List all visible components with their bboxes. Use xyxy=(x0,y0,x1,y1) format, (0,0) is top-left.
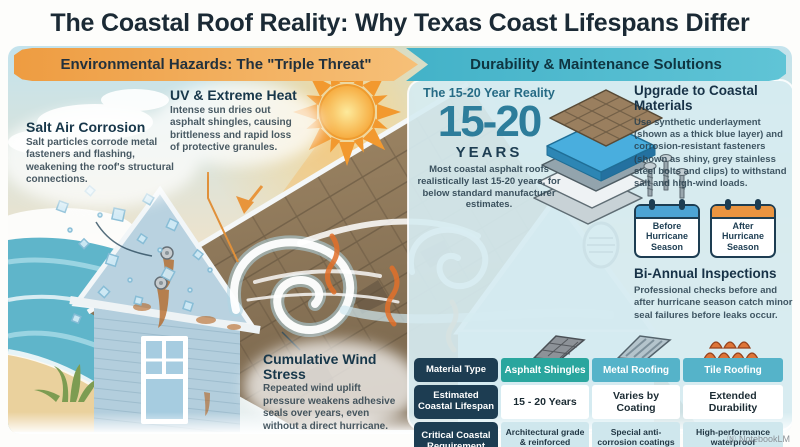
bi-annual-inspections-block: Bi-Annual Inspections Professional check… xyxy=(634,266,794,322)
table-header-metal: Metal Roofing xyxy=(592,358,680,382)
calendar-label: Before Hurricane Season xyxy=(645,221,689,252)
table-row-label: Critical Coastal Requirement xyxy=(414,422,498,447)
reality-body: Most coastal asphalt roofs realistically… xyxy=(417,163,561,211)
fastener-bolt-icon xyxy=(643,154,689,199)
watermark-label: NotebookLM xyxy=(738,433,790,444)
callout-heading: UV & Extreme Heat xyxy=(170,87,297,103)
calendar-header-strip xyxy=(712,206,774,219)
calendar-header-strip xyxy=(636,206,698,219)
table-header-asphalt: Asphalt Shingles xyxy=(501,358,589,382)
callout-body: Repeated wind uplift pressure weakens ad… xyxy=(263,383,396,432)
upgrade-heading: Upgrade to Coastal Materials xyxy=(634,83,758,113)
notebooklm-logo-icon: Ⓝ xyxy=(726,434,736,444)
inspections-heading: Bi-Annual Inspections xyxy=(634,266,777,281)
table-header-tile: Tile Roofing xyxy=(683,358,783,382)
rust-corrosion xyxy=(133,246,241,416)
upgrade-materials-block: Upgrade to Coastal Materials Use synthet… xyxy=(634,83,791,191)
materials-comparison-table: Material Type Asphalt Shingles Metal Roo… xyxy=(414,358,783,447)
calendar-ring-icon xyxy=(725,199,731,210)
callout-salt-air-corrosion: Salt Air Corrosion Salt particles corrod… xyxy=(26,120,178,187)
calendar-after-hurricane: After Hurricane Season xyxy=(710,199,776,258)
solutions-banner: Durability & Maintenance Solutions xyxy=(406,48,786,81)
table-cell: 15 - 20 Years xyxy=(501,385,589,419)
callout-heading: Salt Air Corrosion xyxy=(26,119,146,135)
reality-years-label: YEARS xyxy=(455,143,523,161)
calendar-ring-icon xyxy=(755,199,761,210)
page-title: The Coastal Roof Reality: Why Texas Coas… xyxy=(50,9,750,37)
calendar-ring-icon xyxy=(679,199,685,210)
window xyxy=(141,336,188,424)
table-cell: Extended Durability xyxy=(683,385,783,419)
table-cell: Varies by Coating xyxy=(592,385,680,419)
callout-body: Salt particles corrode metal fasteners a… xyxy=(26,136,174,186)
reality-heading: The 15-20 Year Reality xyxy=(423,86,555,100)
roof-layers-icon xyxy=(533,89,689,225)
table-header-material-type: Material Type xyxy=(414,358,498,382)
table-cell: High-performance waterproof underlayment xyxy=(683,422,783,447)
reality-big-number: 15-20 xyxy=(437,97,543,146)
table-cell: Special anti-corrosion coatings (Galvalu… xyxy=(592,422,680,447)
shingle-layer xyxy=(549,89,663,147)
callout-uv-extreme-heat: UV & Extreme Heat Intense sun dries out … xyxy=(170,88,302,155)
calendar-label: After Hurricane Season xyxy=(721,221,765,252)
upgrade-body: Use synthetic underlayment (shown as a t… xyxy=(634,116,787,190)
inspections-body: Professional checks before and after hur… xyxy=(634,284,793,321)
solutions-banner-label: Durability & Maintenance Solutions xyxy=(470,56,722,73)
callout-lines xyxy=(95,172,301,351)
lifespan-reality-block: The 15-20 Year Reality 15-20 YEARS Most … xyxy=(414,86,564,211)
table-cell: Architectural grade & reinforced fasteni… xyxy=(501,422,589,447)
calendar-before-hurricane: Before Hurricane Season xyxy=(634,199,700,258)
callout-body: Intense sun dries out asphalt shingles, … xyxy=(170,104,292,154)
hazards-banner-label: Environmental Hazards: The "Triple Threa… xyxy=(60,56,372,73)
callout-cumulative-wind-stress: Cumulative Wind Stress Repeated wind upl… xyxy=(263,352,405,433)
calendar-ring-icon xyxy=(649,199,655,210)
callout-heading: Cumulative Wind Stress xyxy=(263,351,377,382)
notebooklm-watermark: Ⓝ NotebookLM xyxy=(727,432,790,445)
sun-icon xyxy=(293,58,401,166)
table-row-label: Estimated Coastal Lifespan xyxy=(414,385,498,419)
arrow-icon xyxy=(236,196,254,214)
hazards-banner: Environmental Hazards: The "Triple Threa… xyxy=(14,48,418,81)
